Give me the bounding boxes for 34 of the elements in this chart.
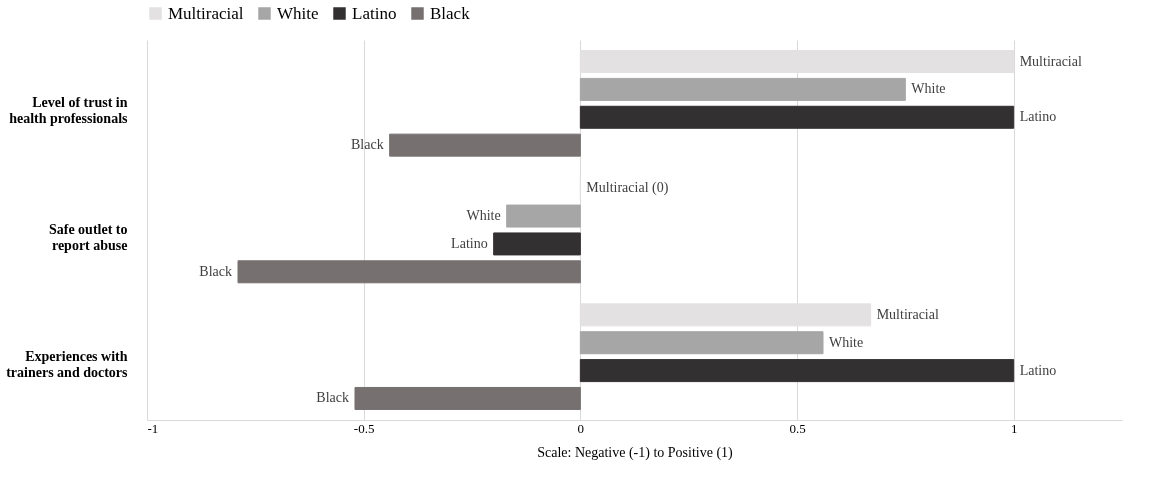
data-label: Multiracial bbox=[1019, 53, 1082, 69]
y-tick-label: Level of trust in health professionals bbox=[9, 95, 129, 127]
data-label: Latino bbox=[1019, 109, 1057, 125]
data-label: White bbox=[466, 208, 501, 224]
data-label: Black bbox=[316, 390, 349, 406]
y-tick-label: Safe outlet to report abuse bbox=[48, 222, 128, 253]
data-label: Black bbox=[351, 137, 384, 153]
x-tick-label: 1 bbox=[1010, 420, 1018, 436]
data-label: White bbox=[911, 81, 946, 97]
legend-label: Latino bbox=[352, 3, 397, 23]
bar bbox=[237, 260, 581, 284]
bar bbox=[579, 359, 1015, 383]
legend-label: Multiracial bbox=[168, 3, 244, 23]
data-label: Black bbox=[199, 263, 232, 279]
data-label: Latino bbox=[1019, 362, 1057, 378]
y-tick-label: Experiences with trainers and doctors bbox=[6, 348, 129, 380]
data-label: White bbox=[829, 334, 864, 350]
data-label: Latino bbox=[451, 235, 488, 251]
bar bbox=[579, 105, 1015, 129]
bar bbox=[493, 232, 581, 256]
x-tick-label: -1 bbox=[147, 420, 159, 436]
bar bbox=[506, 204, 581, 228]
x-tick-label: 0.5 bbox=[789, 420, 806, 436]
data-label: Multiracial bbox=[876, 306, 939, 322]
data-label: Multiracial (0) bbox=[586, 180, 669, 197]
bar bbox=[389, 133, 581, 157]
x-axis-title: Scale: Negative (-1) to Positive (1) bbox=[537, 444, 734, 461]
x-tick-label: -0.5 bbox=[353, 420, 375, 436]
bar bbox=[579, 331, 824, 355]
bar bbox=[579, 77, 906, 101]
legend-label: White bbox=[277, 3, 319, 23]
legend-label: Black bbox=[430, 3, 471, 23]
x-tick-label: 0 bbox=[577, 420, 585, 436]
bar bbox=[354, 386, 581, 410]
